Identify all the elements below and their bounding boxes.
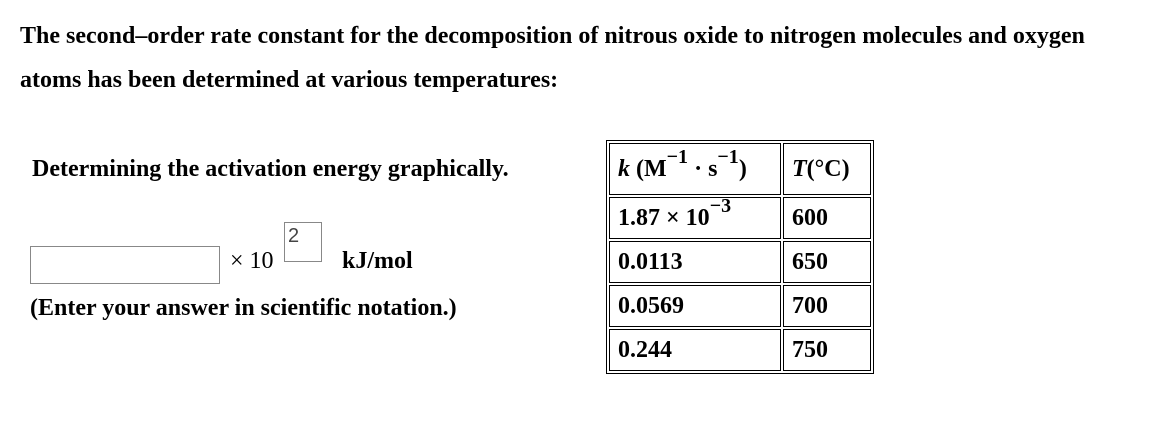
exponent-value: 2 (288, 225, 300, 247)
t-cell: 700 (783, 285, 871, 327)
t-cell: 600 (783, 197, 871, 239)
unit-part: ) (738, 155, 747, 182)
unit-part: (M (636, 155, 667, 182)
answer-input[interactable] (30, 246, 220, 284)
k-cell: 0.244 (609, 329, 781, 371)
data-table: k (M−1 · s−1) T(°C) 1.87 × 10−3 600 0.0113… (606, 140, 874, 374)
header-row: k (M−1 · s−1) T(°C) (609, 143, 871, 195)
k-exponent: −3 (709, 194, 732, 217)
symbol: T (792, 155, 807, 182)
k-cell: 0.0113 (609, 241, 781, 283)
k-value: 1.87 × 10 (618, 204, 710, 231)
note: (Enter your answer in scientific notatio… (30, 295, 457, 321)
data-row: 0.0113 650 (609, 241, 871, 283)
header-cell: k (M−1 · s−1) (609, 143, 781, 195)
intro-text: The second–order rate constant for the d… (20, 23, 1085, 93)
symbol: k (618, 155, 630, 182)
data-row: 0.0569 700 (609, 285, 871, 327)
data-row: 1.87 × 10−3 600 (609, 194, 871, 239)
k-value: 0.244 (618, 336, 672, 363)
k-cell: 0.0569 (609, 285, 781, 327)
unit: kJ/mol (342, 248, 413, 274)
data-row: 0.244 750 (609, 329, 871, 371)
header-cell: T(°C) (783, 143, 871, 195)
exponent: −1 (717, 145, 739, 168)
t-cell: 750 (783, 329, 871, 371)
k-cell: 1.87 × 10−3 (609, 194, 781, 239)
multiplier: × 10 (230, 248, 274, 274)
unit-part: · s (694, 155, 718, 182)
t-cell: 650 (783, 241, 871, 283)
unit-part: (°C) (806, 155, 850, 182)
question-heading: Determining the activation energy graphi… (32, 156, 509, 182)
k-value: 0.0113 (618, 248, 683, 275)
exponent-input[interactable]: 2 (284, 222, 322, 262)
k-value: 0.0569 (618, 292, 684, 319)
exponent: −1 (666, 145, 689, 168)
